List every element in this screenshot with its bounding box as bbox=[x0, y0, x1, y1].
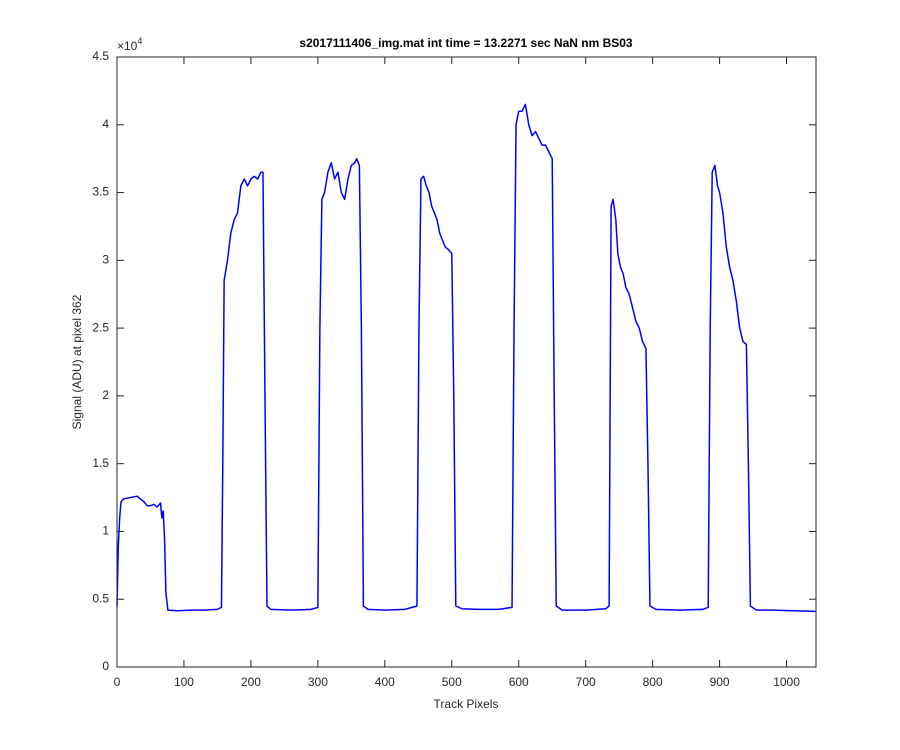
chart-title: s2017111406_img.mat int time = 13.2271 s… bbox=[299, 36, 633, 50]
x-tick-label: 300 bbox=[308, 675, 328, 689]
multiplier-exponent: 4 bbox=[137, 36, 142, 46]
y-axis-label: Signal (ADU) at pixel 362 bbox=[70, 294, 84, 429]
x-axis-label: Track Pixels bbox=[434, 697, 499, 711]
y-tick-label: 3.5 bbox=[92, 185, 109, 199]
x-tick-label: 500 bbox=[442, 675, 462, 689]
y-tick-label: 0.5 bbox=[92, 591, 109, 605]
plot-area: 0 100 200 300 400 500 600 700 800 900 1000 0 0.5 1 1.5… bbox=[92, 49, 817, 689]
x-tick-label: 0 bbox=[114, 675, 121, 689]
x-tick-label: 800 bbox=[643, 675, 663, 689]
y-tick-label: 3 bbox=[102, 253, 109, 267]
x-tick-label: 900 bbox=[710, 675, 730, 689]
multiplier-base: ×10 bbox=[117, 39, 138, 53]
data-line bbox=[116, 103, 817, 613]
y-tick-label: 4 bbox=[102, 117, 109, 131]
y-tick-label: 0 bbox=[102, 659, 109, 673]
y-tick-label: 4.5 bbox=[92, 49, 109, 63]
x-tick-label: 200 bbox=[241, 675, 261, 689]
y-tick-label: 2 bbox=[102, 388, 109, 402]
y-tick-label: 1 bbox=[102, 524, 109, 538]
y-multiplier: ×104 bbox=[117, 36, 142, 53]
x-tick-label: 100 bbox=[174, 675, 194, 689]
x-tick-label: 1000 bbox=[773, 675, 800, 689]
x-tick-label: 600 bbox=[509, 675, 529, 689]
y-tick-label: 2.5 bbox=[92, 320, 109, 334]
axes-box bbox=[116, 56, 817, 668]
x-tick-label: 700 bbox=[576, 675, 596, 689]
x-tick-label: 400 bbox=[375, 675, 395, 689]
y-tick-label: 1.5 bbox=[92, 456, 109, 470]
